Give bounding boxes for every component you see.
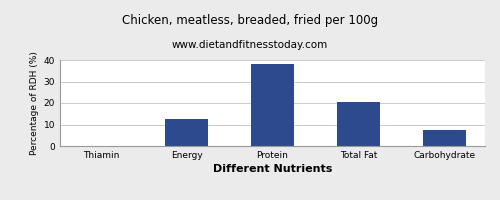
Text: www.dietandfitnesstoday.com: www.dietandfitnesstoday.com [172, 40, 328, 50]
Bar [165, 119, 208, 146]
Text: Chicken, meatless, breaded, fried per 100g: Chicken, meatless, breaded, fried per 10… [122, 14, 378, 27]
Bar [423, 130, 466, 146]
X-axis label: Different Nutrients: Different Nutrients [213, 164, 332, 174]
Bar [337, 102, 380, 146]
Y-axis label: Percentage of RDH (%): Percentage of RDH (%) [30, 51, 40, 155]
Bar [251, 64, 294, 146]
